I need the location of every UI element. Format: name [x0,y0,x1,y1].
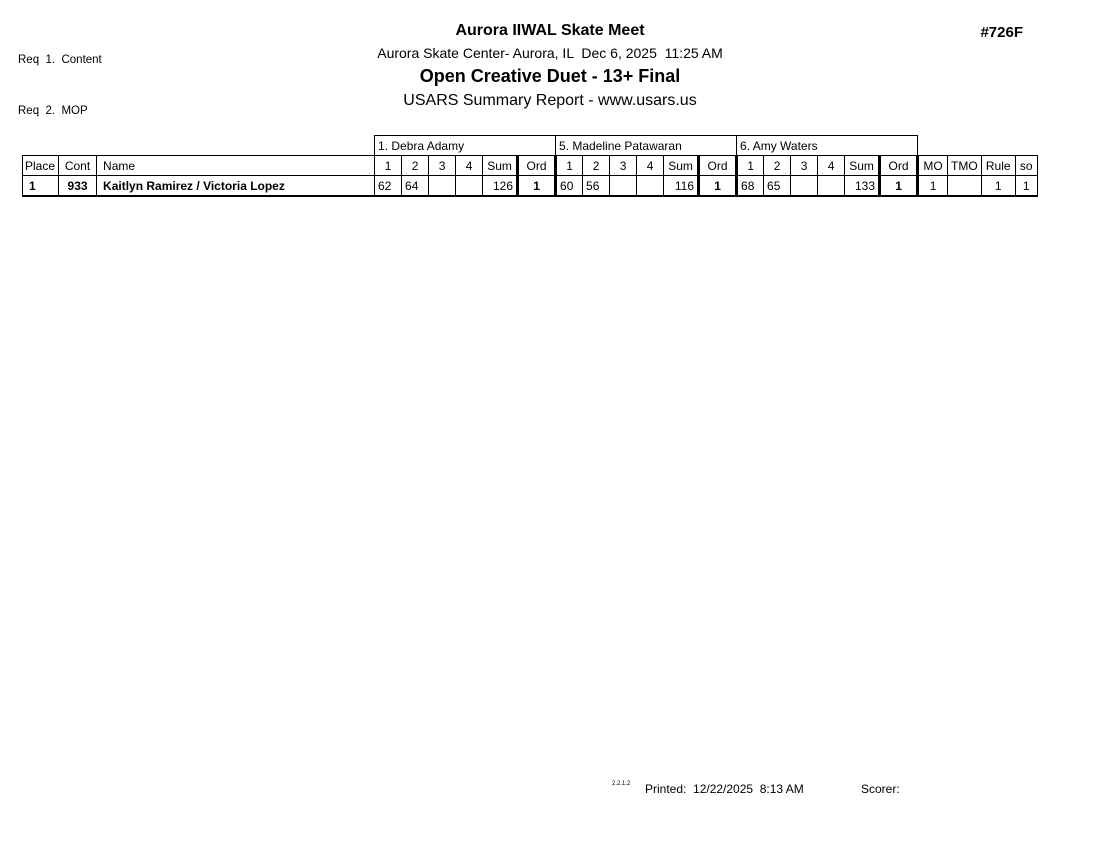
col-header-j2-t3: 3 [609,155,638,176]
requirements-block: Req 1. Content Req 2. MOP [18,18,102,154]
cell-so: 1 [1014,175,1038,197]
event-title: Open Creative Duet - 13+ Final [419,66,681,86]
col-header-tmo: TMO [947,155,982,176]
cell-name: Kaitlyn Ramirez / Victoria Lopez [96,175,376,197]
judge-3-name: 6. Amy Waters [736,135,919,156]
cell-j1-s4 [455,175,484,197]
col-header-j2-ord: Ord [697,155,739,176]
cell-j2-ord: 1 [697,175,739,197]
cell-j1-s2: 64 [401,175,430,197]
col-header-name: Name [96,155,376,176]
results-table: 1. Debra Adamy 5. Madeline Patawaran 6. … [21,135,1038,197]
requirement-1: Req 1. Content [18,54,102,66]
col-header-place: Place [21,155,60,176]
cell-j3-s4 [817,175,846,197]
cell-j1-s3 [428,175,457,197]
judge-header-spacer-left [23,136,375,156]
cell-j1-sum: 126 [482,175,519,197]
report-header: Aurora IIWAL Skate Meet Aurora Skate Cen… [0,22,1100,110]
cell-j3-s3 [790,175,819,197]
judge-2-name: 5. Madeline Patawaran [555,135,738,156]
col-header-j2-t2: 2 [582,155,611,176]
col-header-j3-t4: 4 [817,155,846,176]
printed-timestamp: Printed: 12/22/2025 8:13 AM [645,782,804,796]
col-header-j2-t4: 4 [636,155,665,176]
cell-place: 1 [21,175,60,197]
col-header-j3-sum: Sum [844,155,881,176]
col-header-j1-t4: 4 [455,155,484,176]
cell-j2-s4 [636,175,665,197]
col-header-so: so [1014,155,1038,176]
col-header-j3-t2: 2 [763,155,792,176]
cell-j1-s1: 62 [374,175,403,197]
cell-cont: 933 [58,175,98,197]
judge-1-name: 1. Debra Adamy [374,135,557,156]
cell-j1-ord: 1 [516,175,558,197]
cell-j3-s1: 68 [736,175,765,197]
cell-j2-s3 [609,175,638,197]
col-header-j1-t3: 3 [428,155,457,176]
cell-j3-sum: 133 [844,175,881,197]
cell-mo: 1 [917,175,949,197]
judge-header-row: 1. Debra Adamy 5. Madeline Patawaran 6. … [23,135,1038,156]
col-header-j1-t2: 2 [401,155,430,176]
cell-rule: 1 [980,175,1016,197]
cell-tmo [947,175,982,197]
cell-j3-ord: 1 [878,175,920,197]
column-header-row: Place Cont Name 1 2 3 4 Sum Ord 1 2 3 4 … [21,155,1038,176]
report-version: 2.2.1.2 [612,781,631,787]
col-header-cont: Cont [58,155,98,176]
col-header-mo: MO [917,155,949,176]
meet-title: Aurora IIWAL Skate Meet [455,22,645,39]
col-header-j1-sum: Sum [482,155,519,176]
table-row: 1 933 Kaitlyn Ramirez / Victoria Lopez 6… [21,175,1038,197]
cell-j2-s1: 60 [555,175,584,197]
col-header-j2-t1: 1 [555,155,584,176]
col-header-rule: Rule [980,155,1016,176]
judge-header-spacer-right [918,136,1038,156]
cell-j2-sum: 116 [663,175,700,197]
col-header-j3-t3: 3 [790,155,819,176]
col-header-j2-sum: Sum [663,155,700,176]
col-header-j3-ord: Ord [878,155,920,176]
col-header-j1-t1: 1 [374,155,403,176]
venue-line: Aurora Skate Center- Aurora, IL Dec 6, 2… [377,45,723,61]
col-header-j3-t1: 1 [736,155,765,176]
event-number: #726F [980,24,1023,41]
requirement-2: Req 2. MOP [18,105,88,117]
cell-j3-s2: 65 [763,175,792,197]
scorer-label: Scorer: [861,782,900,796]
col-header-j1-ord: Ord [516,155,558,176]
cell-j2-s2: 56 [582,175,611,197]
report-title: USARS Summary Report - www.usars.us [403,92,697,109]
